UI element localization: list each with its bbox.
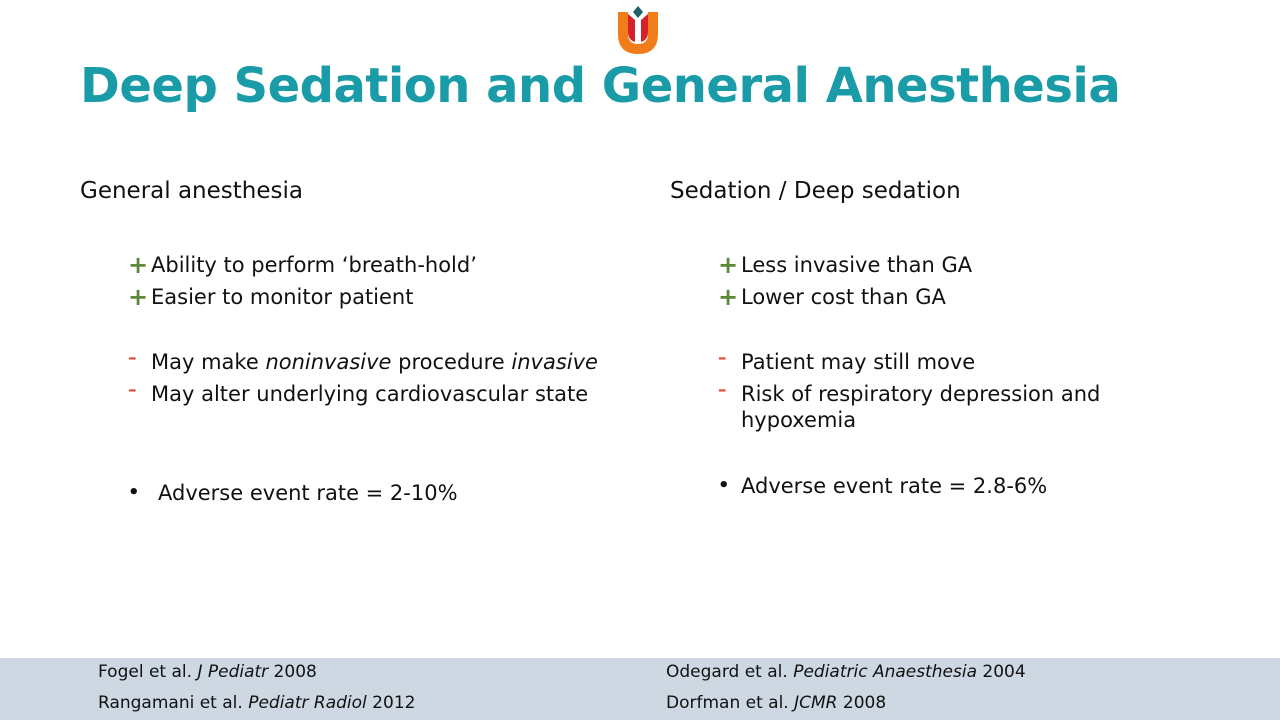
citation-authors: Odegard et al. <box>666 662 794 682</box>
con-text: Risk of respiratory depression and hypox… <box>741 382 1101 432</box>
list-item: • Adverse event rate = 2-10% <box>128 477 458 509</box>
left-cons-list: – May make noninvasive procedure invasiv… <box>128 346 598 410</box>
reference-citation: Dorfman et al. JCMR 2008 <box>666 693 886 713</box>
plus-icon: + <box>128 283 149 311</box>
plus-icon: + <box>718 251 739 279</box>
minus-icon: – <box>718 380 727 400</box>
adverse-event-text: Adverse event rate = 2-10% <box>158 481 458 505</box>
citation-journal: Pediatr Radiol <box>248 693 367 713</box>
reference-citation: Fogel et al. J Pediatr 2008 <box>98 662 317 682</box>
citation-year: 2008 <box>268 662 317 682</box>
pro-text: Easier to monitor patient <box>151 285 414 309</box>
con-text-emphasis: noninvasive <box>265 350 392 374</box>
references-footer: Fogel et al. J Pediatr 2008 Rangamani et… <box>0 658 1280 720</box>
pro-text: Lower cost than GA <box>741 285 946 309</box>
citation-year: 2008 <box>837 693 887 713</box>
citation-journal: Pediatric Anaesthesia <box>793 662 978 682</box>
right-cons-list: – Patient may still move – Risk of respi… <box>718 346 1121 433</box>
left-adverse-list: • Adverse event rate = 2-10% <box>128 477 458 509</box>
right-column-heading: Sedation / Deep sedation <box>670 178 961 204</box>
plus-icon: + <box>718 283 739 311</box>
pro-text: Less invasive than GA <box>741 253 973 277</box>
con-text-pre: May make <box>151 350 266 374</box>
con-text: Patient may still move <box>741 350 976 374</box>
bullet-icon: • <box>718 475 730 496</box>
list-item: + Easier to monitor patient <box>128 281 477 313</box>
logo-teal-diamond <box>633 6 643 18</box>
minus-icon: – <box>128 380 137 400</box>
logo-red-petal-left <box>628 14 635 42</box>
plus-icon: + <box>128 251 149 279</box>
adverse-event-text: Adverse event rate = 2.8-6% <box>741 474 1048 498</box>
list-item: – Risk of respiratory depression and hyp… <box>718 378 1121 433</box>
slide-title: Deep Sedation and General Anesthesia <box>80 58 1121 114</box>
citation-authors: Dorfman et al. <box>666 693 795 713</box>
reference-citation: Odegard et al. Pediatric Anaesthesia 200… <box>666 662 1026 682</box>
institution-logo <box>618 6 658 54</box>
bullet-icon: • <box>128 482 140 503</box>
logo-red-petal-right <box>641 14 648 42</box>
list-item: + Less invasive than GA <box>718 249 972 281</box>
citation-journal: J Pediatr <box>197 662 269 682</box>
citation-year: 2004 <box>977 662 1026 682</box>
left-pros-list: + Ability to perform ‘breath-hold’ + Eas… <box>128 249 477 313</box>
citation-year: 2012 <box>366 693 416 713</box>
citation-authors: Rangamani et al. <box>98 693 249 713</box>
list-item: – May alter underlying cardiovascular st… <box>128 378 598 410</box>
citation-authors: Fogel et al. <box>98 662 198 682</box>
list-item: – Patient may still move <box>718 346 1121 378</box>
minus-icon: – <box>718 348 727 368</box>
citation-journal: JCMR <box>794 693 838 713</box>
left-column-heading: General anesthesia <box>80 178 303 204</box>
list-item: + Lower cost than GA <box>718 281 972 313</box>
reference-citation: Rangamani et al. Pediatr Radiol 2012 <box>98 693 415 713</box>
minus-icon: – <box>128 348 137 368</box>
con-text-mid: procedure <box>391 350 512 374</box>
list-item: • Adverse event rate = 2.8-6% <box>718 470 1047 502</box>
list-item: + Ability to perform ‘breath-hold’ <box>128 249 477 281</box>
pro-text: Ability to perform ‘breath-hold’ <box>151 253 477 277</box>
con-text-emphasis: invasive <box>511 350 598 374</box>
right-pros-list: + Less invasive than GA + Lower cost tha… <box>718 249 972 313</box>
list-item: – May make noninvasive procedure invasiv… <box>128 346 598 378</box>
right-adverse-list: • Adverse event rate = 2.8-6% <box>718 470 1047 502</box>
con-text: May alter underlying cardiovascular stat… <box>151 382 589 406</box>
logo-orange-cup <box>618 12 658 54</box>
